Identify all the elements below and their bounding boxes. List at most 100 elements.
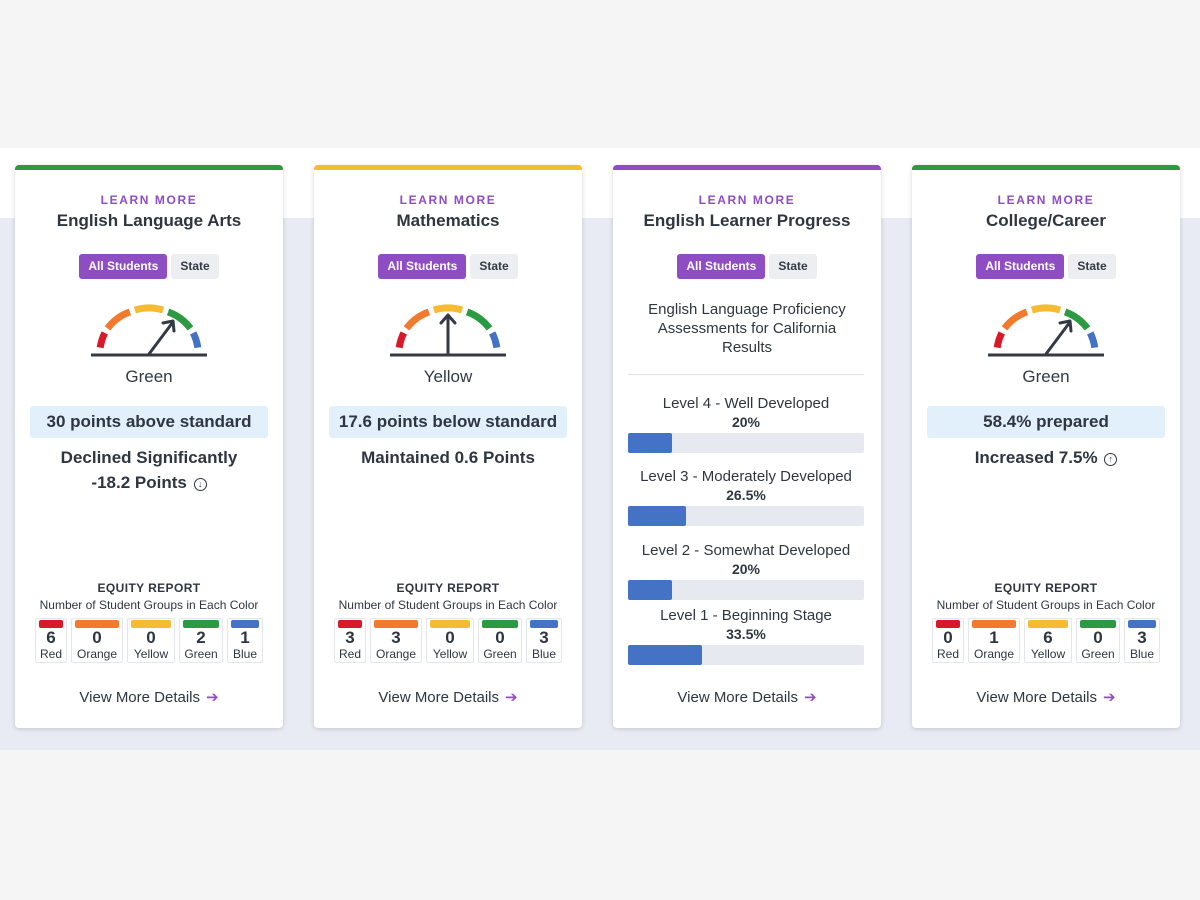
equity-count: 6 [46,628,56,647]
equity-label: Blue [1129,647,1155,661]
student-toggle: All Students State [15,254,283,279]
learn-more-link[interactable]: LEARN MORE [698,193,796,207]
all-students-button[interactable]: All Students [976,254,1065,279]
equity-label: Green [483,647,517,661]
status-box: 17.6 points below standard [329,406,567,438]
status-box: 30 points above standard [30,406,268,438]
card-topbar [15,165,283,170]
equity-report-subtitle: Number of Student Groups in Each Color [936,598,1156,612]
level-name: Level 4 - Well Developed [662,395,830,412]
view-more-details-label: View More Details [79,689,201,706]
level-row: Level 1 - Beginning Stage 33.5% [628,607,864,665]
assessment-description: English Language Proficiency Assessments… [648,301,846,356]
performance-color-label: Green [125,367,173,386]
divider [628,374,864,375]
performance-gauge-icon [91,304,207,357]
equity-group-orange: 0 Orange [71,618,123,663]
equity-count: 0 [943,628,953,647]
learn-more-link[interactable]: LEARN MORE [399,193,497,207]
status-box: 58.4% prepared [927,406,1165,438]
level-percent: 26.5% [726,487,766,503]
card-title: College/Career [986,211,1106,230]
card-college-career: LEARN MORE College/Career All Students St… [912,165,1180,728]
equity-count: 1 [240,628,250,647]
view-more-details-link[interactable]: View More Details ➔ [613,688,881,706]
arrow-right-icon: ➔ [804,689,817,706]
equity-count: 3 [345,628,355,647]
level-bar-track [628,645,864,665]
equity-groups: 0 Red 1 Orange 6 Yellow 0 Green 3 Blue [912,618,1180,663]
equity-group-orange: 3 Orange [370,618,422,663]
performance-color-label: Green [1022,367,1070,386]
equity-label: Red [39,647,62,661]
card-title: Mathematics [396,211,500,230]
equity-count: 1 [989,628,999,647]
state-button[interactable]: State [769,254,817,279]
level-bar-track [628,506,864,526]
equity-label: Yellow [133,647,169,661]
equity-label: Orange [375,647,417,661]
arrow-down-circle-icon: ↓ [193,478,207,491]
level-bar-track [628,580,864,600]
view-more-details-link[interactable]: View More Details ➔ [15,688,283,706]
student-toggle: All Students State [314,254,582,279]
equity-groups: 6 Red 0 Orange 0 Yellow 2 Green 1 Blue [15,618,283,663]
equity-group-blue: 3 Blue [526,618,562,663]
equity-label: Green [1081,647,1115,661]
equity-count: 3 [539,628,549,647]
equity-label: Red [338,647,361,661]
equity-count: 0 [1093,628,1103,647]
all-students-button[interactable]: All Students [677,254,766,279]
state-button[interactable]: State [171,254,219,279]
equity-report-subtitle: Number of Student Groups in Each Color [338,598,558,612]
equity-label: Orange [973,647,1015,661]
performance-gauge-icon [390,304,506,357]
equity-group-green: 0 Green [478,618,522,663]
performance-color-label: Yellow [423,367,473,386]
arrow-right-icon: ➔ [1103,689,1116,706]
level-percent: 20% [731,561,761,577]
equity-group-green: 2 Green [179,618,223,663]
equity-label: Yellow [1030,647,1066,661]
equity-group-orange: 1 Orange [968,618,1020,663]
card-mathematics: LEARN MORE Mathematics All Students State… [314,165,582,728]
view-more-details-label: View More Details [378,689,500,706]
student-toggle: All Students State [613,254,881,279]
learn-more-link[interactable]: LEARN MORE [997,193,1095,207]
equity-report-subtitle: Number of Student Groups in Each Color [39,598,259,612]
change-text: Declined Significantly [60,448,238,467]
equity-label: Red [936,647,959,661]
card-topbar [912,165,1180,170]
learn-more-link[interactable]: LEARN MORE [100,193,198,207]
card-english-language-arts: LEARN MORE English Language Arts All Stu… [15,165,283,728]
equity-label: Green [184,647,218,661]
card-topbar [613,165,881,170]
equity-label: Blue [232,647,258,661]
arrow-right-icon: ➔ [505,689,518,706]
performance-gauge-icon [988,304,1104,357]
state-button[interactable]: State [1068,254,1116,279]
change-points: -18.2 Points [91,473,187,492]
equity-report-title: EQUITY REPORT [994,581,1098,595]
equity-count: 3 [1137,628,1147,647]
equity-count: 6 [1043,628,1053,647]
equity-group-red: 3 Red [334,618,366,663]
card-title: English Language Arts [56,211,242,230]
card-topbar [314,165,582,170]
equity-group-red: 0 Red [932,618,964,663]
card-title: English Learner Progress [643,211,851,230]
equity-group-yellow: 0 Yellow [127,618,175,663]
level-row: Level 3 - Moderately Developed 26.5% [628,468,864,526]
equity-count: 3 [391,628,401,647]
all-students-button[interactable]: All Students [378,254,467,279]
view-more-details-link[interactable]: View More Details ➔ [314,688,582,706]
state-button[interactable]: State [470,254,518,279]
equity-group-blue: 3 Blue [1124,618,1160,663]
view-more-details-link[interactable]: View More Details ➔ [912,688,1180,706]
level-row: Level 2 - Somewhat Developed 20% [628,542,864,600]
level-name: Level 1 - Beginning Stage [660,607,832,624]
equity-label: Orange [76,647,118,661]
change-summary: Declined Significantly -18.2 Points ↓ [25,445,273,495]
all-students-button[interactable]: All Students [79,254,168,279]
equity-group-blue: 1 Blue [227,618,263,663]
